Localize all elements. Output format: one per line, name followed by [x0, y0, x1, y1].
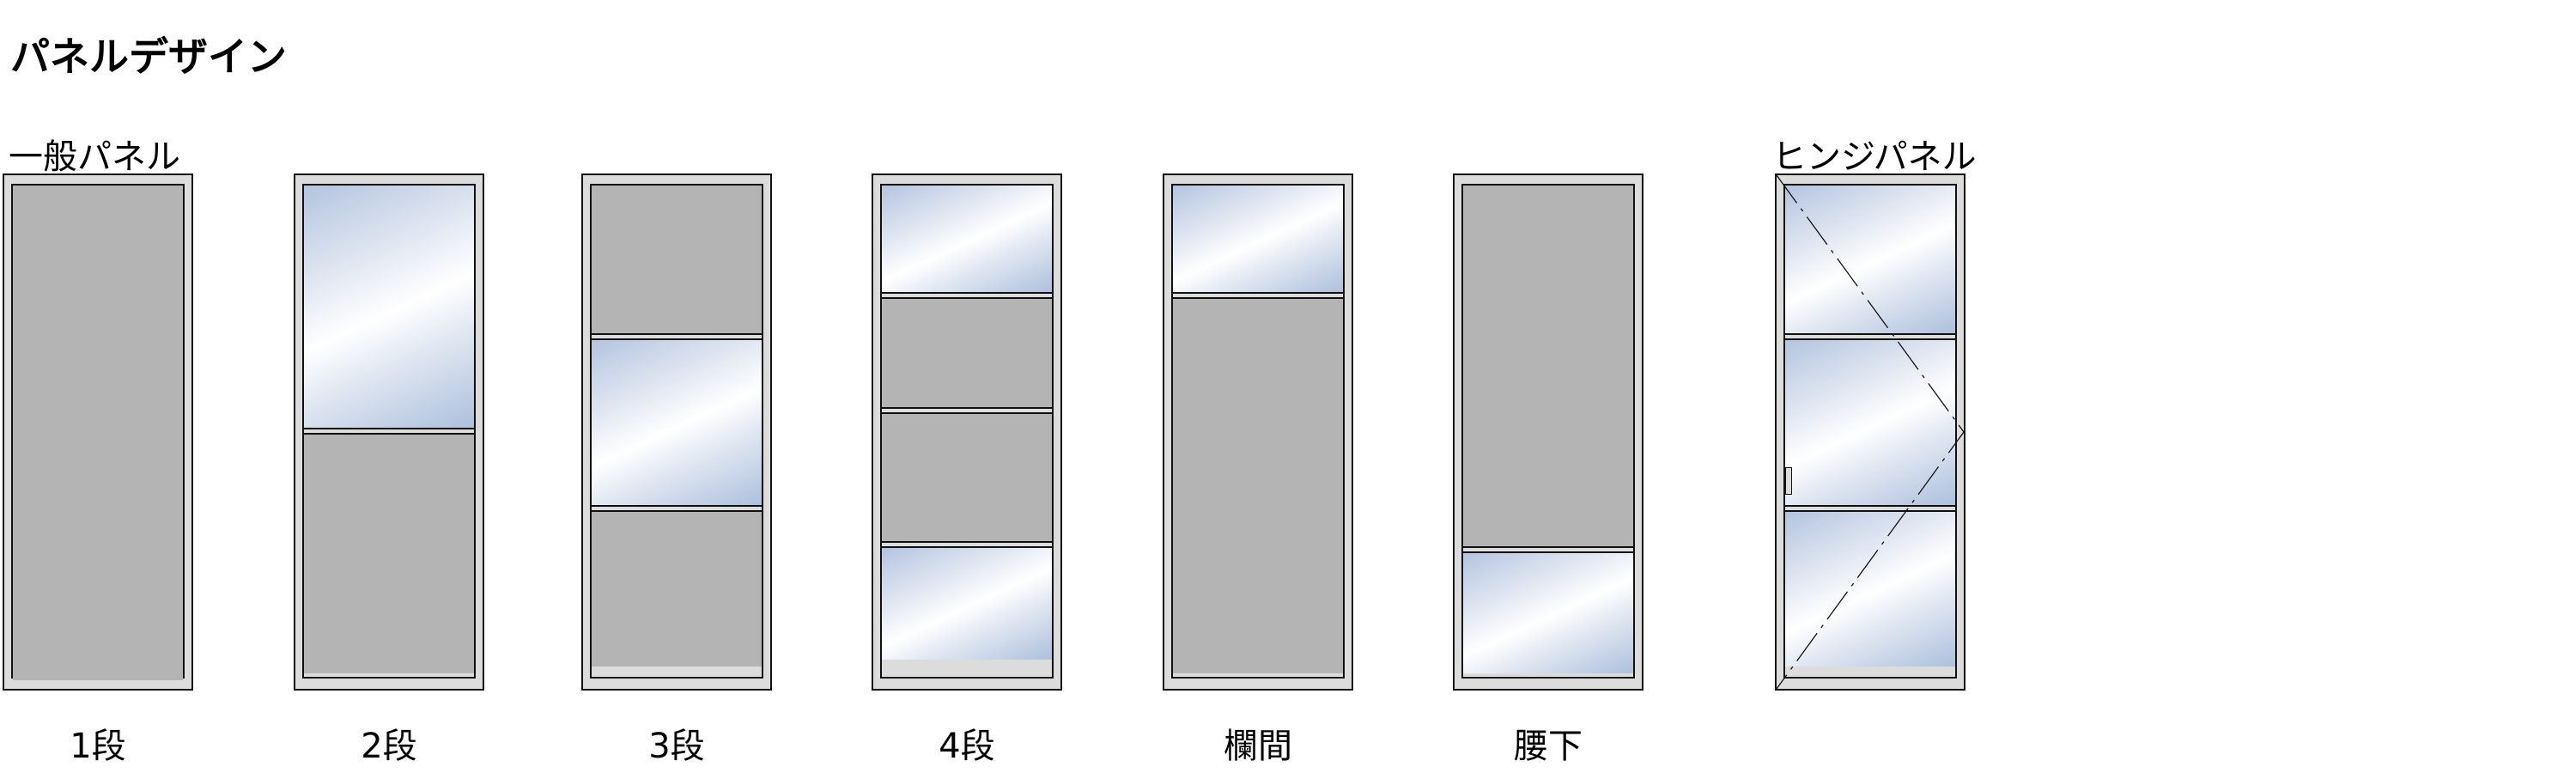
page-title: パネルデザイン: [10, 33, 287, 80]
panel-label: 腰下: [1514, 727, 1583, 766]
panel-infill: [590, 184, 763, 679]
panel-infill: [880, 184, 1054, 679]
glass-section: [1173, 186, 1343, 292]
solid-section: [1463, 186, 1633, 546]
solid-section: [304, 435, 474, 673]
mullion-bar: [882, 407, 1052, 414]
panel-6: [1453, 173, 1643, 691]
mullion-bar: [1463, 546, 1633, 553]
solid-section: [592, 186, 762, 333]
glass-section: [1785, 340, 1955, 505]
solid-section: [882, 299, 1052, 407]
solid-section: [1173, 299, 1343, 673]
hinge-panel-heading: ヒンジパネル: [1772, 137, 1977, 177]
panel-label: 2段: [361, 727, 417, 766]
mullion-bar: [592, 333, 762, 340]
panel-1: [3, 173, 193, 691]
hinge-panel: [1775, 173, 1965, 691]
panel-label: 1段: [70, 727, 126, 766]
mullion-bar: [882, 292, 1052, 299]
mullion-bar: [1785, 505, 1955, 512]
solid-section: [592, 512, 762, 666]
panel-label: 3段: [648, 727, 705, 766]
solid-section: [13, 186, 183, 680]
panel-infill: [11, 184, 185, 680]
mullion-bar: [592, 505, 762, 512]
glass-section: [1785, 186, 1955, 333]
panel-2: [294, 173, 484, 691]
panel-infill: [1783, 184, 1957, 679]
panel-3: [581, 173, 772, 691]
panel-label: 欄間: [1224, 727, 1292, 766]
mullion-bar: [1785, 333, 1955, 340]
panel-infill: [1171, 184, 1345, 679]
glass-section: [304, 186, 474, 428]
mullion-bar: [1173, 292, 1343, 299]
panel-label: 4段: [939, 727, 995, 766]
handle-icon: [1785, 467, 1792, 495]
solid-section: [882, 414, 1052, 541]
glass-section: [592, 340, 762, 505]
glass-section: [1463, 553, 1633, 673]
panel-infill: [1461, 184, 1635, 679]
panel-5: [1163, 173, 1353, 691]
mullion-bar: [304, 428, 474, 435]
panel-infill: [302, 184, 476, 679]
mullion-bar: [882, 541, 1052, 548]
glass-section: [1785, 512, 1955, 666]
general-panel-heading: 一般パネル: [9, 137, 180, 177]
panel-4: [872, 173, 1062, 691]
glass-section: [882, 186, 1052, 292]
glass-section: [882, 548, 1052, 660]
